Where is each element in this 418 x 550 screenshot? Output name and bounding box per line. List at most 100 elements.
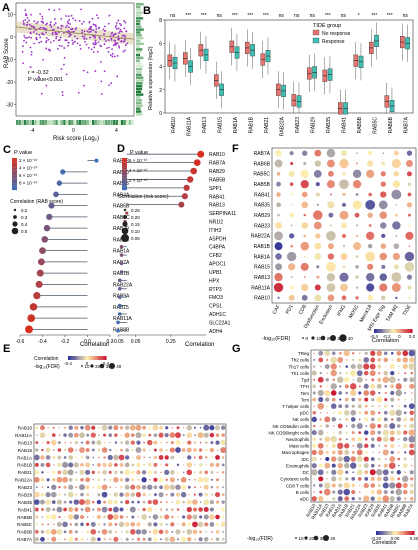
panel-f-dot: [407, 285, 412, 290]
panel-g-dot: [358, 431, 362, 434]
panel-g-dot: [369, 370, 376, 377]
panel-a-marginal-x-bar: [105, 120, 108, 125]
panel-e-dot: [113, 477, 119, 483]
panel-e-legend-color-step: [80, 356, 83, 360]
panel-d-category-label: ADH4: [209, 329, 223, 335]
panel-g-dot: [376, 396, 383, 403]
panel-f-legend-size-dot: [320, 335, 326, 341]
panel-e-dot: [74, 522, 79, 527]
panel-e-dot: [101, 491, 108, 498]
panel-b-category-label: RAB5C: [372, 117, 378, 134]
panel-g-dot: [363, 357, 370, 363]
panel-d-category-label: RAB13: [209, 203, 225, 209]
panel-g-legend-color-step: [403, 531, 405, 535]
panel-e-dot: [57, 448, 62, 452]
panel-e-dot: [210, 441, 214, 445]
panel-a-point: [100, 93, 103, 95]
panel-g-legend-color-title: Correlation: [372, 540, 397, 546]
panel-b-category-label: RAB11A: [186, 116, 192, 135]
panel-e-dot: [149, 449, 151, 451]
panel-f-legend-color-title: Correlation: [372, 338, 399, 344]
panel-a-point: [22, 20, 25, 23]
panel-a-point: [118, 45, 120, 47]
panel-a-point: [88, 21, 91, 24]
panel-g-dot: [352, 471, 355, 474]
panel-d-legend-color-step: [122, 178, 127, 181]
panel-e-dot: [152, 499, 159, 505]
panel-a-point: [60, 17, 63, 20]
panel-g-dot: [319, 385, 322, 388]
panel-g-dot: [397, 405, 400, 408]
panel-e-dot: [210, 538, 213, 541]
panel-g-dot: [391, 359, 394, 361]
panel-e-dot: [141, 477, 147, 483]
panel-c-category-label: RAB1B: [113, 271, 130, 277]
panel-g-dot: [370, 383, 376, 389]
panel-f-dot: [327, 243, 334, 250]
panel-a-marginal-x-bar: [118, 120, 121, 125]
panel-e-dot: [103, 433, 107, 437]
panel-e-dot: [209, 425, 215, 431]
panel-g-dot: [364, 451, 368, 454]
panel-f-dot: [393, 243, 400, 250]
panel-e-dot: [171, 501, 174, 503]
panel-e-dot: [215, 500, 220, 504]
panel-g-dot: [324, 389, 331, 396]
panel-e-dot: [169, 536, 176, 543]
panel-e-dot: [171, 515, 174, 519]
panel-g-dot: [323, 488, 331, 496]
panel-e-dot: [165, 463, 169, 467]
panel-f-row-label: RAB1B: [254, 244, 271, 250]
panel-f-dot: [290, 244, 293, 248]
panel-g-dot: [377, 457, 381, 461]
panel-f-dot: [407, 192, 412, 197]
panel-f-dot: [300, 180, 309, 189]
panel-c-legend-color-step: [12, 167, 17, 170]
panel-e-dot: [45, 514, 51, 520]
panel-a-xlabel: Risk score (Log₂): [53, 136, 99, 142]
panel-g-row-label: iDC: [302, 457, 310, 462]
panel-e-dot: [107, 454, 113, 461]
panel-f-dot: [274, 159, 283, 168]
panel-g-dot: [389, 409, 396, 416]
panel-c-category-label: RAB6B: [113, 204, 130, 210]
panel-e-dot: [74, 537, 78, 541]
panel-f-dot: [276, 172, 281, 176]
panel-e-dot: [86, 433, 90, 437]
panel-g-dot: [383, 476, 389, 482]
panel-g-dot: [344, 443, 350, 449]
panel-d-legend-p-title: P value: [130, 150, 148, 156]
panel-g-col-label: RAB1B: [337, 503, 349, 518]
panel-e-dot: [50, 528, 57, 535]
panel-e-dot: [160, 501, 163, 504]
panel-a-point: [123, 34, 126, 37]
panel-e-dot: [165, 478, 168, 481]
panel-d-category-label: UPB1: [209, 270, 222, 276]
panel-f-dot: [406, 171, 412, 177]
panel-g-dot: [376, 489, 382, 495]
panel-a-point: [42, 58, 45, 61]
panel-e-dot: [131, 500, 135, 504]
panel-e-dot: [215, 425, 221, 431]
panel-a-point: [78, 20, 81, 22]
panel-f-dot: [314, 253, 322, 260]
panel-g-dot: [351, 404, 355, 408]
panel-g-dot: [389, 429, 395, 436]
panel-g-dot: [350, 364, 356, 370]
panel-g-dot: [318, 476, 324, 482]
panel-e-dot: [91, 425, 96, 430]
panel-b-signif-label: ***: [185, 13, 191, 19]
panel-e-dot: [101, 447, 108, 453]
panel-e-dot: [147, 537, 152, 542]
panel-e-dot: [142, 507, 146, 512]
panel-e-dot: [56, 476, 63, 483]
panel-e-dot: [85, 462, 91, 468]
panel-e-dot: [153, 448, 157, 452]
panel-e-dot: [124, 432, 130, 438]
panel-a-point: [108, 84, 110, 87]
panel-a-marginal-x-bar: [31, 120, 35, 125]
panel-g-dot: [404, 451, 407, 454]
panel-e-dot: [193, 441, 197, 444]
panel-e-dot: [113, 425, 119, 431]
panel-b-signif-label: ns: [403, 13, 409, 19]
